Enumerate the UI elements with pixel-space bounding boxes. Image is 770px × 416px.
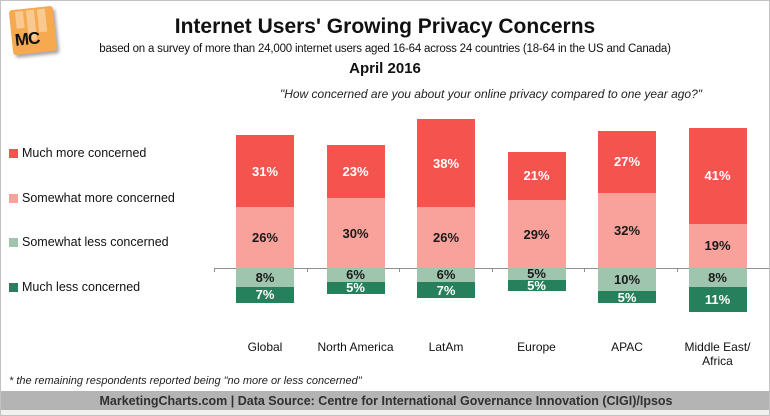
bar-segment: 19% [688,223,747,268]
bar-segment: 26% [236,207,294,268]
legend-item: Much more concerned [9,146,146,160]
bar-value-label: 30% [342,225,369,241]
bar-value-label: 27% [613,154,641,170]
chart-date: April 2016 [349,60,421,77]
bar-value-label: 8% [255,269,275,285]
x-axis-category-label: Middle East/ Africa [684,340,751,368]
bar-value-label: 10% [613,272,641,288]
bar-value-label: 5% [346,280,365,296]
legend-item: Much less concerned [9,280,140,294]
bar-segment: 10% [598,268,656,292]
legend-swatch-icon [9,148,18,158]
bar-value-label: 6% [346,267,365,283]
bar-segment: 41% [688,128,747,224]
bar-value-label: 5% [617,289,637,305]
legend-swatch-icon [9,237,18,247]
bar-segment: 26% [417,207,475,268]
legend-item: Somewhat more concerned [9,191,175,205]
bar-segment: 38% [417,118,475,208]
bar-value-label: 8% [708,269,727,285]
x-axis-line [214,268,769,269]
bar-value-label: 38% [432,155,460,171]
legend-swatch-icon [9,193,18,203]
legend-label: Somewhat less concerned [22,235,169,249]
axis-tick [306,268,308,272]
bar-segment: 32% [598,193,656,268]
bar-value-label: 6% [436,267,456,283]
bar-segment: 8% [688,268,747,287]
footer-bar: MarketingCharts.com | Data Source: Centr… [1,391,769,410]
bar-value-label: 31% [251,163,279,179]
footer-source-text: MarketingCharts.com | Data Source: Centr… [99,393,673,408]
bar-value-label: 32% [613,223,641,239]
bar-segment: 5% [598,289,656,305]
bar-segment: 5% [326,280,385,296]
legend-label: Much more concerned [22,146,147,160]
bar-segment: 29% [507,200,566,268]
bar-segment: 6% [417,267,475,283]
bar-value-label: 41% [704,168,731,184]
x-axis-category-label: Europe [517,340,556,354]
bar-value-label: 5% [527,266,546,282]
bar-segment: 21% [507,151,566,201]
bar-value-label: 23% [342,163,369,179]
bar-segment: 30% [326,198,385,268]
legend-label: Much less concerned [22,280,141,294]
survey-question: "How concerned are you about your online… [279,87,703,101]
axis-tick [584,268,585,272]
bar-value-label: 7% [255,287,275,303]
bar-segment: 5% [507,266,566,282]
bar-segment: 6% [326,267,385,283]
bar-segment: 31% [236,135,294,208]
legend-swatch-icon [9,282,18,292]
bar-segment: 27% [598,130,656,194]
footnote: * the remaining respondents reported bei… [9,375,362,387]
axis-tick [214,268,215,272]
axis-tick [676,268,678,272]
chart-title: Internet Users' Growing Privacy Concerns [174,15,596,38]
legend-item: Somewhat less concerned [9,235,169,249]
bar-segment: 23% [326,144,385,199]
chart-subtitle: based on a survey of more than 24,000 in… [99,43,671,55]
logo-text: MC [13,28,41,50]
axis-tick [399,268,400,272]
bar-segment: 5% [507,277,566,293]
bar-value-label: 11% [704,291,731,307]
x-axis-category-label: North America [317,340,394,354]
bar-value-label: 29% [523,226,550,242]
axis-tick [491,268,493,272]
marketingcharts-logo: MC [8,5,58,56]
bar-value-label: 5% [527,277,546,293]
x-axis-category-label: APAC [611,340,643,354]
bar-value-label: 26% [251,230,279,246]
bar-segment: 7% [417,281,475,299]
legend-label: Somewhat more concerned [22,191,175,205]
bar-segment: 11% [688,286,747,313]
bar-value-label: 26% [432,230,460,246]
x-axis-category-label: LatAm [428,340,464,354]
bar-value-label: 7% [436,282,456,298]
bar-segment: 8% [236,268,294,287]
bar-segment: 7% [236,286,294,303]
bar-value-label: 21% [523,168,550,184]
bar-value-label: 19% [704,238,731,254]
x-axis-category-label: Global [247,340,283,354]
bottom-strip [1,410,769,415]
